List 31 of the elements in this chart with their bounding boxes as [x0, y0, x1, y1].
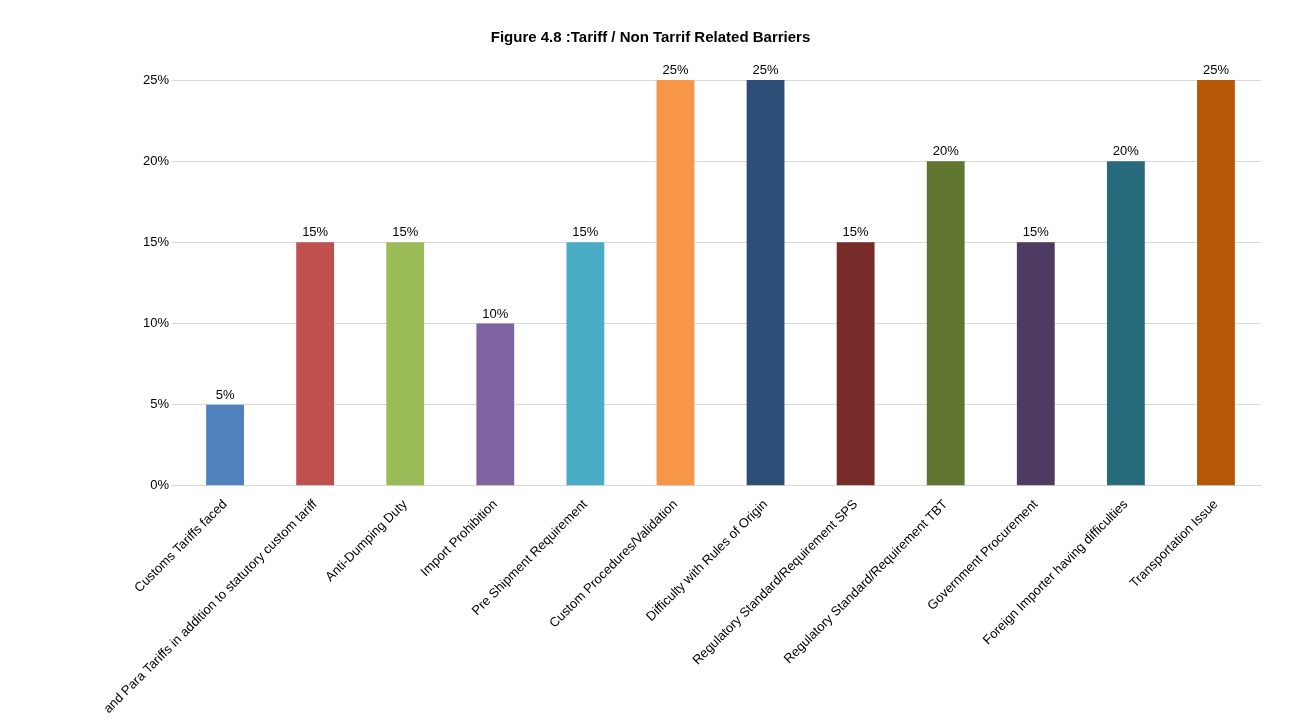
bar: [206, 404, 244, 486]
data-label: 10%: [482, 305, 509, 321]
y-tick-label: 0%: [150, 477, 170, 493]
data-label: 5%: [215, 386, 235, 402]
chart-title: Figure 4.8 :Tariff / Non Tarrif Related Barriers: [489, 27, 812, 47]
data-label: 15%: [1022, 224, 1050, 240]
y-tick-label: 25%: [142, 71, 170, 87]
data-label: 25%: [1202, 62, 1230, 78]
data-label: 15%: [572, 224, 599, 240]
data-label: 15%: [842, 224, 870, 240]
data-label: 25%: [662, 62, 689, 78]
data-label: 20%: [932, 143, 960, 159]
bar: [1197, 80, 1235, 486]
y-tick-label: 10%: [142, 315, 170, 331]
bar: [476, 323, 515, 486]
y-tick-label: 15%: [142, 233, 170, 249]
bar: [746, 80, 785, 486]
bar: [836, 242, 875, 486]
data-label: 20%: [1112, 143, 1140, 159]
bar: [926, 161, 965, 486]
bar: [1016, 242, 1055, 486]
y-tick-label: 5%: [150, 396, 170, 412]
data-label: 15%: [392, 224, 419, 240]
data-label: 25%: [752, 62, 779, 78]
y-tick-label: 20%: [142, 152, 170, 168]
bar: [296, 242, 335, 486]
bar: [656, 80, 695, 486]
data-label: 15%: [302, 224, 329, 240]
bar: [386, 242, 425, 486]
bar: [566, 242, 605, 486]
bar: [1106, 161, 1145, 486]
